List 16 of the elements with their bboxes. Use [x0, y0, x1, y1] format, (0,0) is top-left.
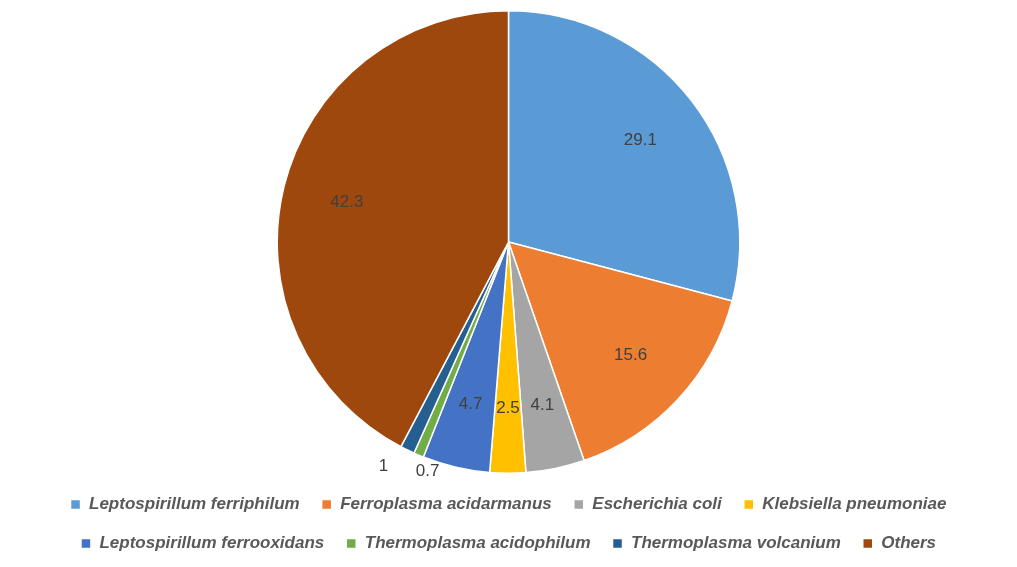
legend-label: Ferroplasma acidarmanus — [340, 494, 552, 514]
data-label: 0.7 — [415, 461, 440, 481]
legend-label: Thermoplasma volcanium — [631, 533, 841, 553]
data-label: 29.1 — [623, 130, 657, 150]
legend-label: Klebsiella pneumoniae — [762, 494, 947, 514]
legend-label: Leptospirillum ferrooxidans — [99, 533, 325, 553]
data-label: 4.1 — [530, 394, 555, 414]
data-label: 2.5 — [496, 398, 520, 418]
data-label: 4.7 — [458, 393, 483, 413]
legend-label: Leptospirillum ferriphilum — [89, 494, 300, 514]
data-label: 15.6 — [614, 344, 648, 364]
legend-label: Escherichia coli — [592, 494, 724, 514]
legend-label: Thermoplasma acidophilum — [364, 533, 591, 553]
data-label: 42.3 — [330, 191, 364, 211]
legend-label: Others — [881, 533, 937, 553]
data-label: 1 — [378, 455, 389, 475]
